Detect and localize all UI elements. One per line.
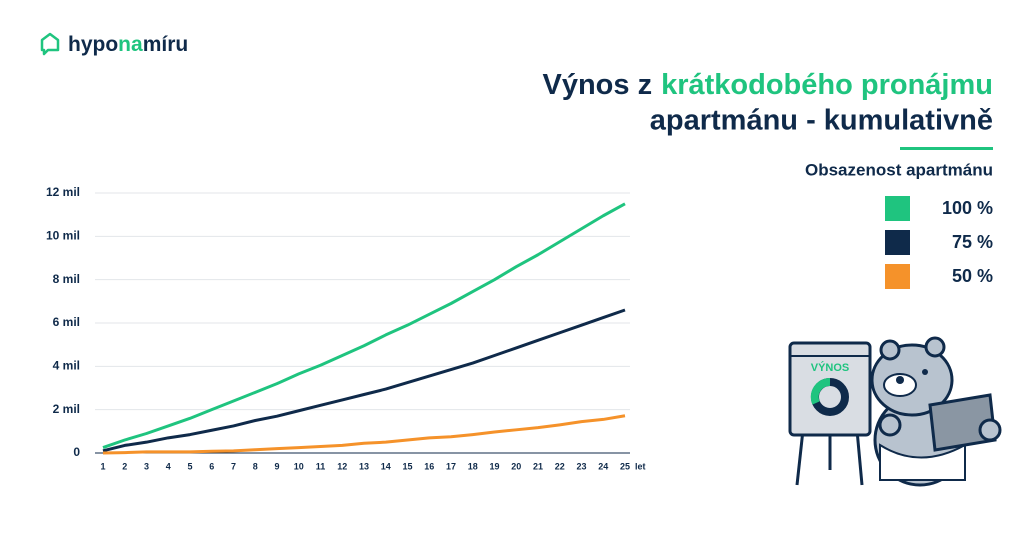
series-line	[102, 202, 626, 449]
y-tick-label: 4 mil	[53, 359, 80, 373]
bear-ear	[879, 339, 901, 361]
brand-part: míru	[143, 33, 189, 56]
bear-ear	[924, 336, 946, 358]
chart-title: apartmánu - kumulativně	[650, 105, 993, 137]
x-tick-label: 25	[620, 461, 630, 471]
legend: 100 % 75 % 50 %	[885, 196, 993, 289]
legend-label: 50 %	[952, 266, 993, 286]
x-tick-label: 6	[209, 461, 214, 471]
legend-swatch	[885, 230, 910, 255]
illustration: VÝNOS	[788, 336, 1002, 487]
easel-leg	[795, 429, 805, 486]
x-tick-label: 4	[166, 461, 171, 471]
donut-part	[810, 378, 831, 405]
y-tick-label: 10 mil	[46, 229, 80, 243]
title-part: Výnos z	[542, 69, 652, 101]
x-tick-label: 15	[402, 461, 412, 471]
x-tick-label: 7	[231, 461, 236, 471]
bear-shirt	[879, 443, 966, 481]
legend-title: Obsazenost apartmánu	[805, 160, 993, 179]
chart-title: Výnos z krátkodobého pronájmu	[542, 69, 993, 101]
x-tick-label: 23	[576, 461, 586, 471]
legend-swatch	[885, 264, 910, 289]
x-tick-label: 13	[359, 461, 369, 471]
title-highlight: krátkodobého pronájmu	[661, 69, 993, 101]
x-tick-label: 9	[274, 461, 279, 471]
x-tick-label: 11	[316, 461, 326, 471]
x-tick-label: 3	[144, 461, 149, 471]
title-underline	[900, 147, 993, 150]
x-tick-label: 19	[489, 461, 499, 471]
x-tick-label: 24	[598, 461, 608, 471]
x-tick-label: 8	[253, 461, 258, 471]
x-tick-label: 21	[533, 461, 543, 471]
x-tick-label: 10	[294, 461, 304, 471]
x-tick-label: 14	[381, 461, 391, 471]
y-tick-label: 0	[73, 445, 80, 459]
x-tick-label: 17	[446, 461, 456, 471]
bear-nose	[896, 376, 904, 384]
x-tick-label: 12	[337, 461, 347, 471]
bear-eye	[922, 369, 928, 375]
logo-icon	[40, 32, 60, 56]
x-tick-label: 1	[100, 461, 105, 471]
logo: hyponamíru	[40, 32, 188, 56]
bear-paw	[878, 413, 902, 437]
board-label: VÝNOS	[811, 361, 850, 374]
x-axis-label: let	[635, 461, 646, 471]
x-tick-label: 22	[555, 461, 565, 471]
series-line	[102, 414, 626, 455]
brand-part: na	[118, 33, 143, 56]
legend-label: 75 %	[952, 232, 993, 252]
x-tick-label: 2	[122, 461, 127, 471]
brand-part: hypo	[68, 33, 118, 56]
board	[788, 341, 872, 437]
bear-snout	[883, 373, 917, 397]
series-line	[102, 308, 626, 453]
bear-paw	[978, 418, 1002, 442]
y-tick-label: 2 mil	[53, 402, 80, 416]
x-tick-label: 18	[468, 461, 478, 471]
y-tick-label: 8 mil	[53, 272, 80, 286]
legend-label: 100 %	[942, 198, 993, 218]
x-tick-label: 16	[424, 461, 434, 471]
y-tick-label: 12 mil	[46, 185, 80, 199]
legend-swatch	[885, 196, 910, 221]
y-tick-label: 6 mil	[53, 315, 80, 329]
brand: hyponamíru	[68, 33, 188, 56]
x-tick-label: 20	[511, 461, 521, 471]
x-tick-label: 5	[187, 461, 192, 471]
easel-leg	[855, 429, 864, 486]
